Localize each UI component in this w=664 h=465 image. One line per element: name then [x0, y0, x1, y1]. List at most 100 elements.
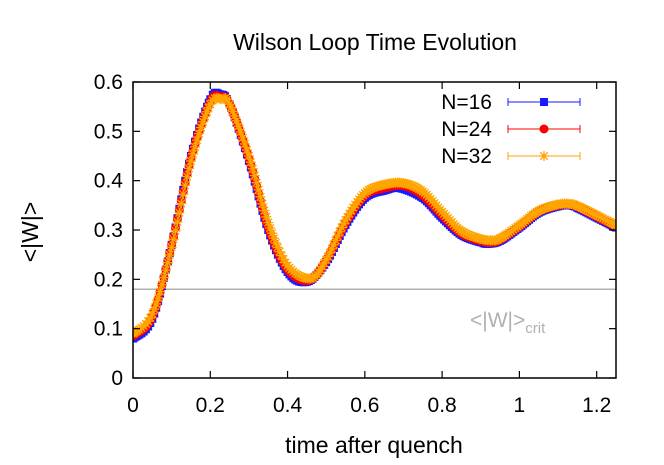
data-point [338, 218, 349, 229]
data-point [267, 228, 278, 239]
data-point [313, 267, 324, 278]
data-point [344, 208, 355, 219]
data-point [153, 292, 164, 303]
data-point [155, 286, 166, 297]
data-point [348, 202, 359, 213]
data-point [593, 211, 604, 222]
data-point [235, 126, 246, 137]
data-point [265, 222, 276, 233]
data-point [406, 180, 417, 191]
data-point [340, 215, 351, 226]
x-tick-label: 0 [127, 394, 139, 417]
data-point [604, 216, 615, 227]
data-point [174, 207, 185, 218]
data-point [245, 157, 256, 168]
data-point [253, 184, 264, 195]
y-tick-label: 0 [111, 367, 123, 390]
data-point [241, 145, 252, 156]
data-point [595, 212, 606, 223]
data-point [176, 198, 187, 209]
data-point [460, 228, 471, 239]
data-point [464, 230, 475, 241]
data-point [326, 243, 337, 254]
data-point [272, 242, 283, 253]
data-point [581, 205, 592, 216]
data-point [332, 231, 343, 242]
data-point [598, 213, 609, 224]
x-tick-label: 1.2 [582, 394, 611, 417]
x-axis-title: time after quench [285, 432, 463, 458]
y-tick-label: 0.5 [94, 120, 123, 143]
data-point [226, 102, 237, 113]
data-point [305, 273, 316, 284]
data-point [227, 106, 238, 117]
series-n32 [133, 92, 616, 339]
data-point [243, 151, 254, 161]
legend-label: N=16 [441, 91, 492, 114]
x-tick-label: 1 [514, 394, 526, 417]
data-point [404, 179, 415, 190]
data-point [346, 205, 357, 216]
data-point [475, 233, 486, 244]
series-layer [133, 88, 616, 343]
data-point [172, 216, 183, 227]
data-point [276, 250, 287, 261]
data-point [589, 209, 600, 220]
y-axis-title: <|W|> [17, 202, 43, 263]
data-point [585, 207, 596, 218]
data-point [575, 202, 586, 213]
data-point [194, 128, 205, 139]
data-point [317, 261, 328, 272]
data-point [213, 93, 224, 104]
data-point [462, 229, 473, 240]
data-point [168, 234, 179, 245]
crit-label-main: <|W|> [470, 309, 525, 332]
data-point [249, 170, 260, 181]
data-point [166, 242, 177, 253]
legend: N=16 N=24 N=32 [441, 91, 581, 168]
legend-label: N=24 [441, 118, 492, 141]
data-point [591, 210, 602, 221]
data-point [251, 177, 262, 188]
legend-label: N=32 [441, 145, 492, 168]
data-point [577, 203, 588, 214]
y-tick-label: 0.4 [94, 170, 124, 193]
legend-marker [540, 98, 548, 106]
data-point [268, 233, 279, 244]
data-point [191, 135, 202, 146]
axis-ticks: 0 0.2 0.4 0.6 0.8 1 1.2 0 0.1 0.2 0.3 0.4 0.5 0.6 [94, 71, 616, 417]
data-point [221, 94, 232, 105]
data-point [247, 163, 258, 174]
data-point [184, 163, 195, 174]
data-point [147, 308, 158, 319]
legend-marker [539, 151, 549, 161]
data-point [410, 181, 421, 192]
data-point [203, 102, 214, 113]
data-point [170, 225, 181, 236]
data-point [294, 270, 305, 281]
data-point [579, 204, 590, 215]
data-point [224, 99, 235, 110]
data-point [143, 316, 154, 327]
data-point [602, 215, 613, 226]
data-point [334, 226, 345, 237]
data-point [278, 254, 289, 265]
data-point [201, 106, 212, 117]
data-point [231, 115, 242, 126]
data-point [328, 239, 339, 250]
data-point [569, 199, 580, 210]
data-point [149, 304, 160, 315]
data-point [539, 203, 550, 214]
data-point [336, 222, 347, 233]
data-point [322, 251, 333, 262]
data-point [535, 204, 546, 215]
data-point [182, 171, 193, 182]
y-tick-label: 0.1 [94, 318, 123, 341]
data-point [324, 247, 335, 258]
data-point [162, 257, 173, 268]
data-point [321, 254, 332, 265]
data-point [319, 258, 330, 269]
data-point [367, 182, 378, 193]
data-point [189, 141, 200, 152]
data-point [185, 155, 196, 166]
